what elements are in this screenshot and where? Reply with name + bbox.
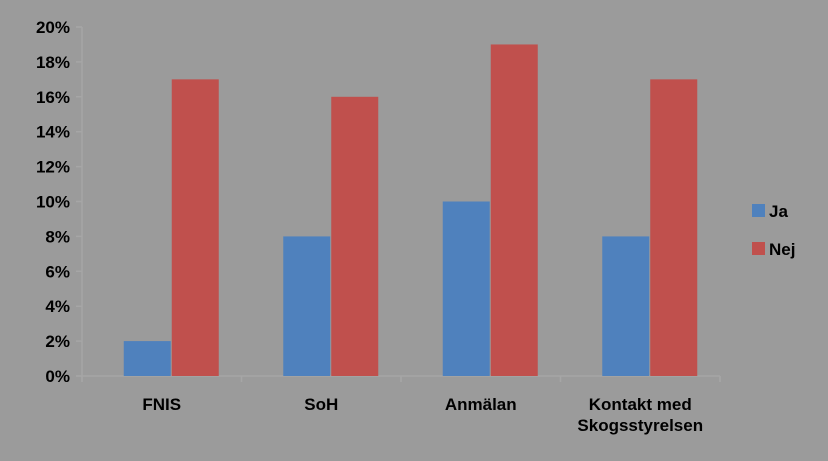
y-tick-label: 14% <box>36 123 70 142</box>
legend: Ja Nej <box>752 202 795 259</box>
x-tick-label: SoH <box>304 395 338 414</box>
bar-ja-3 <box>602 236 650 376</box>
y-tick-label: 12% <box>36 158 70 177</box>
y-tick-label: 8% <box>45 227 70 246</box>
bar-nej-2 <box>490 44 538 376</box>
y-tick-label: 4% <box>45 297 70 316</box>
y-axis-ticks: 0% 2% 4% 6% 8% 10% 12% 14% 16% 18% 20% <box>36 18 82 386</box>
x-tick-label: Kontakt med Skogsstyrelsen <box>577 395 703 435</box>
bar-ja-0 <box>123 341 171 376</box>
bar-ja-1 <box>283 236 331 376</box>
y-tick-label: 6% <box>45 262 70 281</box>
x-tick-label: FNIS <box>142 395 181 414</box>
legend-label-ja: Ja <box>769 202 788 221</box>
bar-nej-0 <box>171 79 219 376</box>
y-tick-label: 18% <box>36 53 70 72</box>
bar-nej-1 <box>331 96 379 377</box>
y-tick-label: 0% <box>45 367 70 386</box>
x-axis-labels: FNIS SoH Anmälan Kontakt med Skogsstyrelsen <box>142 395 703 435</box>
y-tick-label: 20% <box>36 18 70 37</box>
y-tick-label: 10% <box>36 193 70 212</box>
legend-swatch-ja <box>752 204 765 217</box>
bars <box>123 44 698 377</box>
legend-swatch-nej <box>752 242 765 255</box>
x-axis-ticks <box>81 376 721 382</box>
y-tick-label: 2% <box>45 332 70 351</box>
bar-nej-3 <box>650 79 698 376</box>
y-tick-label: 16% <box>36 88 70 107</box>
bar-ja-2 <box>442 201 490 376</box>
x-tick-label: Anmälan <box>445 395 517 414</box>
legend-label-nej: Nej <box>769 240 795 259</box>
